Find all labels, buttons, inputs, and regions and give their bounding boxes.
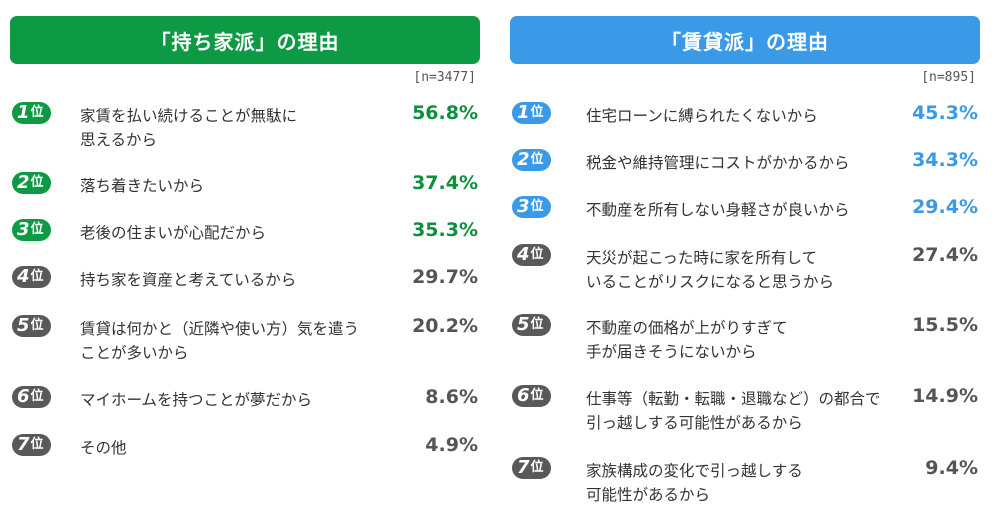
rank-unit: 位 [530, 105, 544, 120]
reason-label: 不動産を所有しない身軽さが良いから [586, 198, 850, 222]
homeowner-title-banner: 「持ち家派」の理由 [10, 16, 480, 64]
reason-line: 落ち着きたいから [80, 177, 205, 195]
homeowner-reasons-panel: 「持ち家派」の理由 [n=3477] 1 位家賃を払い続けることが無駄に 思えるから… [10, 0, 480, 526]
percentage-value: 9.4% [925, 457, 978, 479]
reason-line: その他 [80, 439, 127, 457]
reason-line: 持ち家を資産と考えているから [80, 271, 297, 289]
reason-line: いることがリスクになると思うから [586, 273, 835, 291]
rank-number: 4 [517, 244, 530, 265]
reason-line: 不動産の価格が上がりすぎて [586, 319, 788, 337]
reason-line: 不動産を所有しない身軽さが良いから [586, 201, 850, 219]
rank-number: 7 [17, 434, 30, 455]
percentage-value: 15.5% [912, 314, 978, 336]
rank-number: 2 [17, 172, 30, 193]
percentage-value: 29.7% [412, 266, 478, 288]
reason-line: 思えるから [80, 131, 158, 149]
reason-line: 引っ越しする可能性があるから [586, 414, 803, 432]
percentage-value: 4.9% [425, 434, 478, 456]
reason-label: 不動産の価格が上がりすぎて 手が届きそうにないから [586, 316, 788, 364]
percentage-value: 29.4% [912, 196, 978, 218]
rank-number: 3 [17, 219, 30, 240]
reason-line: 賃貸は何かと（近隣や使い方）気を遣う [80, 320, 360, 338]
percentage-value: 14.9% [912, 385, 978, 407]
reason-label: 賃貸は何かと（近隣や使い方）気を遣う ことが多いから [80, 317, 359, 365]
percentage-value: 45.3% [912, 102, 978, 124]
percentage-value: 8.6% [425, 386, 478, 408]
rank-unit: 位 [30, 105, 44, 120]
reason-line: 老後の住まいが心配だから [80, 224, 267, 242]
percentage-value: 34.3% [912, 149, 978, 171]
homeowner-sample-size: [n=3477] [413, 70, 476, 85]
reason-label: マイホームを持つことが夢だから [80, 388, 312, 412]
rank-unit: 位 [530, 460, 544, 475]
reason-line: 可能性があるから [586, 486, 711, 504]
percentage-value: 56.8% [412, 102, 478, 124]
rank-number: 2 [517, 149, 530, 170]
reason-line: マイホームを持つことが夢だから [80, 391, 313, 409]
reason-label: 老後の住まいが心配だから [80, 221, 266, 245]
rank-unit: 位 [530, 199, 544, 214]
reason-label: 税金や維持管理にコストがかかるから [586, 151, 850, 175]
rank-unit: 位 [30, 389, 44, 404]
reason-label: 落ち着きたいから [80, 174, 204, 198]
reason-label: 家族構成の変化で引っ越しする 可能性があるから [586, 459, 803, 507]
rank-unit: 位 [530, 247, 544, 262]
rank-unit: 位 [530, 388, 544, 403]
renter-title-banner: 「賃貸派」の理由 [510, 16, 980, 64]
rank-number: 3 [517, 196, 530, 217]
percentage-value: 20.2% [412, 315, 478, 337]
rank-unit: 位 [30, 269, 44, 284]
reason-label: その他 [80, 436, 127, 460]
reason-label: 持ち家を資産と考えているから [80, 268, 296, 292]
reason-line: 住宅ローンに縛られたくないから [586, 107, 818, 125]
reason-line: 仕事等（転勤・転職・退職など）の都合で [586, 390, 881, 408]
renter-sample-size: [n=895] [921, 70, 976, 85]
percentage-value: 37.4% [412, 172, 478, 194]
rank-unit: 位 [30, 437, 44, 452]
rank-number: 7 [517, 457, 530, 478]
rank-unit: 位 [530, 152, 544, 167]
renter-reasons-panel: 「賃貸派」の理由 [n=895] 1 位住宅ローンに縛られたくないから 45.3% 2… [510, 0, 980, 526]
reason-label: 住宅ローンに縛られたくないから [586, 104, 818, 128]
reason-label: 天災が起こった時に家を所有して いることがリスクになると思うから [586, 246, 834, 294]
percentage-value: 35.3% [412, 219, 478, 241]
reason-label: 仕事等（転勤・転職・退職など）の都合で 引っ越しする可能性があるから [586, 387, 881, 435]
reason-line: 税金や維持管理にコストがかかるから [586, 154, 850, 172]
reason-line: ことが多いから [80, 344, 189, 362]
rank-number: 1 [517, 102, 530, 123]
rank-number: 1 [17, 102, 30, 123]
reason-line: 家賃を払い続けることが無駄に [80, 107, 298, 125]
reason-line: 手が届きそうにないから [586, 343, 757, 361]
reason-line: 天災が起こった時に家を所有して [586, 249, 817, 267]
percentage-value: 27.4% [912, 244, 978, 266]
reason-line: 家族構成の変化で引っ越しする [586, 462, 803, 480]
rank-number: 6 [17, 386, 30, 407]
rank-number: 6 [517, 385, 530, 406]
rank-unit: 位 [30, 318, 44, 333]
rank-number: 5 [517, 314, 530, 335]
rank-unit: 位 [30, 175, 44, 190]
rank-number: 4 [17, 266, 30, 287]
rank-number: 5 [17, 315, 30, 336]
rank-unit: 位 [30, 222, 44, 237]
rank-unit: 位 [530, 317, 544, 332]
reason-label: 家賃を払い続けることが無駄に 思えるから [80, 104, 297, 152]
